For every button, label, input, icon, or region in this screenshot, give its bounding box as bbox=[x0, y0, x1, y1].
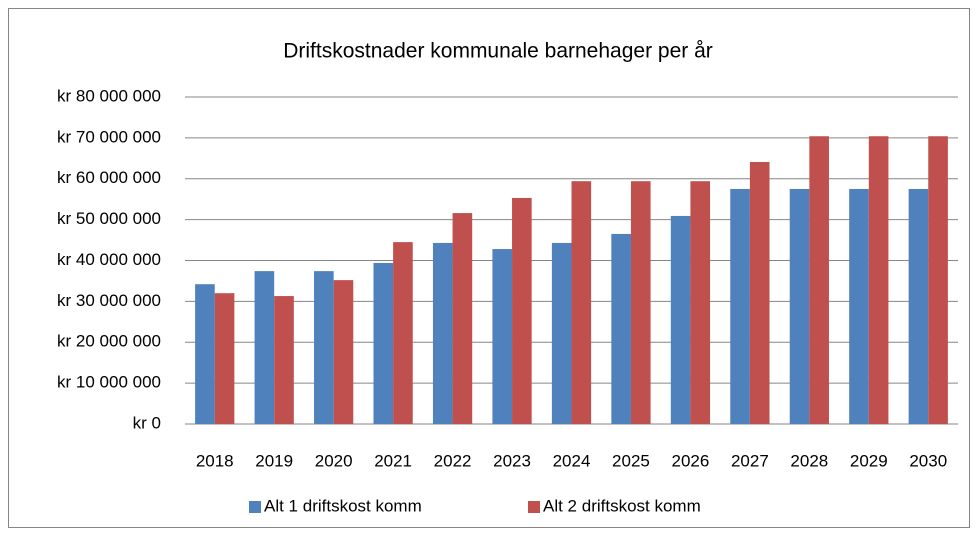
y-tick-label: kr 40 000 000 bbox=[57, 250, 161, 269]
bar bbox=[690, 181, 711, 424]
bar bbox=[789, 188, 810, 424]
bar bbox=[571, 181, 592, 424]
bar bbox=[254, 271, 275, 424]
y-tick-label: kr 50 000 000 bbox=[57, 209, 161, 228]
x-tick-label: 2027 bbox=[731, 451, 769, 470]
x-tick-label: 2029 bbox=[850, 451, 888, 470]
y-tick-label: kr 20 000 000 bbox=[57, 332, 161, 351]
x-tick-label: 2023 bbox=[493, 451, 531, 470]
bar bbox=[908, 188, 929, 424]
bar bbox=[492, 249, 513, 424]
y-tick-label: kr 10 000 000 bbox=[57, 373, 161, 392]
bar bbox=[452, 213, 473, 424]
chart-title: Driftskostnader kommunale barnehager per… bbox=[283, 40, 713, 63]
bar bbox=[749, 161, 770, 424]
y-tick-label: kr 80 000 000 bbox=[57, 86, 161, 105]
bar bbox=[314, 271, 334, 424]
bar bbox=[868, 136, 889, 425]
bar bbox=[432, 242, 453, 424]
x-tick-label: 2024 bbox=[553, 451, 591, 470]
bar bbox=[670, 215, 691, 424]
bar bbox=[214, 293, 235, 424]
bar bbox=[373, 262, 394, 424]
y-tick-label: kr 60 000 000 bbox=[57, 168, 161, 187]
bar bbox=[730, 188, 750, 424]
bar bbox=[393, 242, 413, 424]
y-tick-label: kr 0 bbox=[133, 413, 161, 432]
bar bbox=[928, 136, 948, 425]
x-tick-label: 2028 bbox=[790, 451, 828, 470]
y-tick-label: kr 70 000 000 bbox=[57, 127, 161, 146]
bar bbox=[849, 188, 869, 424]
legend-label: Alt 1 driftskost komm bbox=[264, 496, 422, 515]
x-tick-label: 2030 bbox=[909, 451, 947, 470]
bar bbox=[512, 197, 532, 424]
bar bbox=[333, 280, 354, 424]
legend-swatch bbox=[528, 501, 540, 513]
x-tick-label: 2026 bbox=[672, 451, 710, 470]
bar bbox=[551, 242, 572, 424]
legend-swatch bbox=[249, 501, 261, 513]
bar bbox=[274, 296, 294, 424]
x-tick-label: 2019 bbox=[255, 451, 293, 470]
y-tick-label: kr 30 000 000 bbox=[57, 291, 161, 310]
bar bbox=[611, 233, 631, 424]
x-tick-label: 2020 bbox=[315, 451, 353, 470]
x-tick-label: 2025 bbox=[612, 451, 650, 470]
bar bbox=[630, 181, 651, 424]
x-tick-label: 2021 bbox=[374, 451, 412, 470]
legend-label: Alt 2 driftskost komm bbox=[543, 496, 701, 515]
bar bbox=[809, 136, 829, 425]
x-tick-label: 2022 bbox=[434, 451, 472, 470]
bar bbox=[195, 284, 215, 424]
x-tick-label: 2018 bbox=[196, 451, 234, 470]
